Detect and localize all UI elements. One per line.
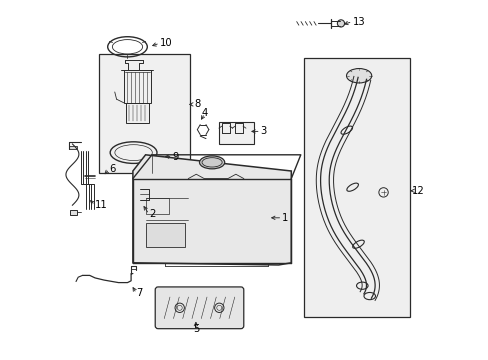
- Bar: [145, 223, 185, 247]
- Bar: [99, 54, 190, 173]
- Bar: [69, 210, 77, 215]
- Bar: [145, 198, 169, 214]
- Text: 7: 7: [136, 288, 142, 298]
- Text: 10: 10: [160, 38, 172, 48]
- Text: 3: 3: [260, 126, 266, 136]
- Ellipse shape: [337, 20, 344, 27]
- Text: 1: 1: [282, 213, 288, 223]
- Text: 6: 6: [109, 164, 116, 174]
- Polygon shape: [133, 155, 291, 265]
- Ellipse shape: [199, 156, 224, 169]
- FancyBboxPatch shape: [155, 287, 244, 329]
- Bar: [125, 103, 149, 122]
- Text: 12: 12: [411, 186, 424, 196]
- Text: 4: 4: [202, 108, 207, 118]
- Text: 5: 5: [192, 324, 199, 334]
- Text: 2: 2: [149, 209, 155, 219]
- Text: 9: 9: [172, 152, 179, 162]
- Bar: [123, 71, 150, 103]
- Bar: [219, 122, 253, 144]
- Text: 11: 11: [95, 200, 108, 210]
- Text: 8: 8: [194, 99, 200, 109]
- Text: 13: 13: [352, 17, 365, 27]
- Ellipse shape: [346, 68, 371, 83]
- Bar: [303, 58, 409, 317]
- Bar: [69, 146, 77, 149]
